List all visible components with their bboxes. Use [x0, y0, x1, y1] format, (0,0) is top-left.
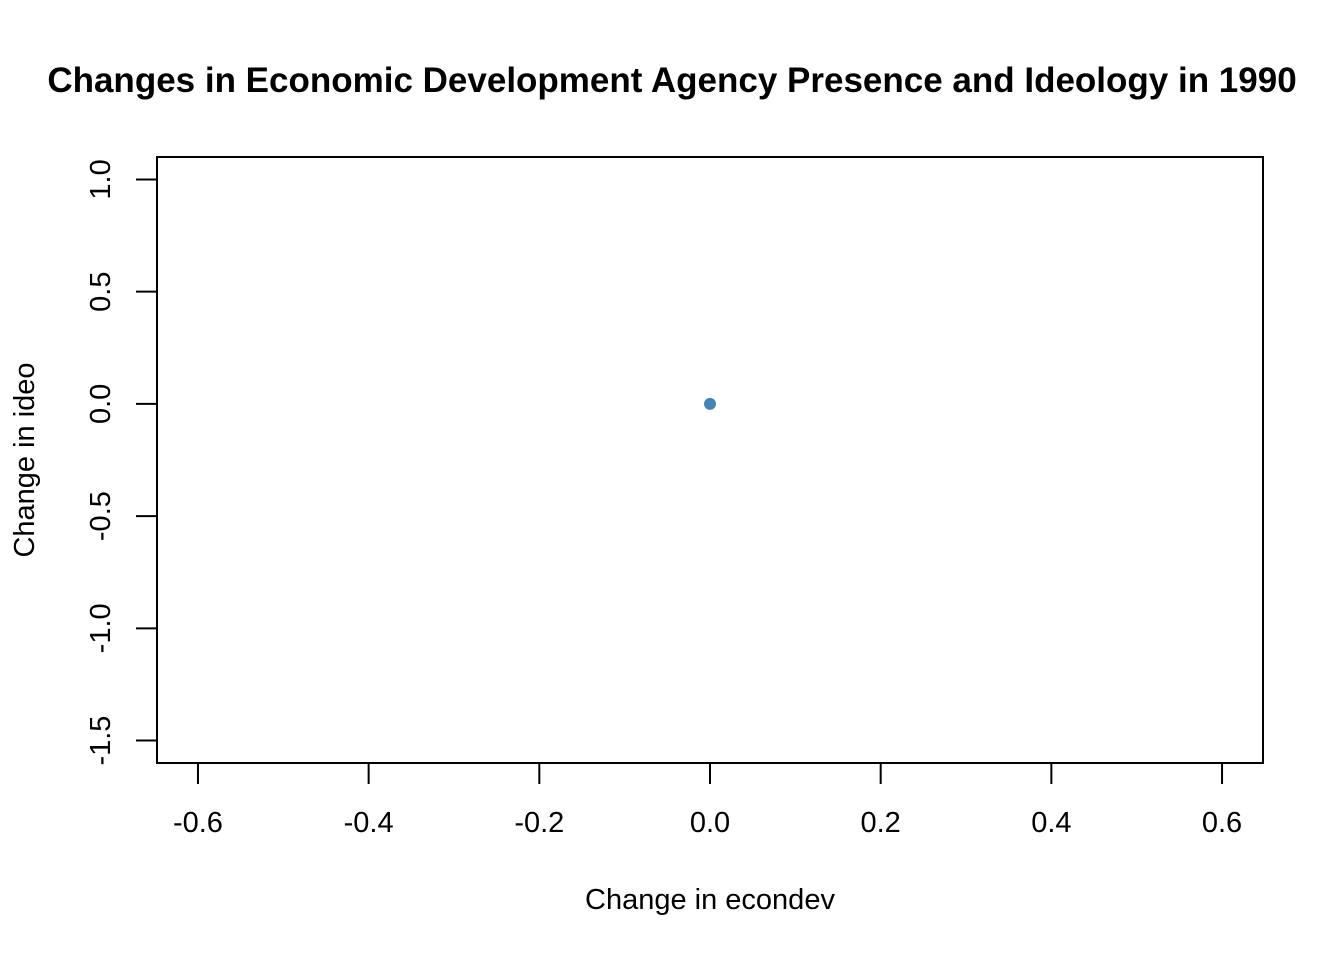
- x-axis-label: Change in econdev: [585, 884, 835, 916]
- x-tick-label: 0.6: [1202, 807, 1242, 839]
- x-tick-label: 0.0: [690, 807, 730, 839]
- plot-frame: [156, 156, 1264, 764]
- y-tick-label: 0.0: [85, 384, 117, 424]
- data-points: [704, 397, 716, 410]
- x-tick-label: -0.6: [173, 807, 223, 839]
- y-tick-label: 0.5: [85, 272, 117, 312]
- y-tick-label: -1.0: [85, 603, 117, 653]
- data-point: [704, 397, 716, 410]
- y-axis: -1.5 -1.0 -0.5 0.0 0.5 1.0: [85, 159, 158, 766]
- x-tick-label: -0.4: [344, 807, 394, 839]
- y-axis-label: Change in ideo: [9, 362, 41, 557]
- x-tick-label: -0.2: [514, 807, 564, 839]
- x-tick-label: 0.2: [861, 807, 901, 839]
- x-axis: -0.6 -0.4 -0.2 0.0 0.2 0.4 0.6: [173, 762, 1242, 839]
- chart-title: Changes in Economic Development Agency P…: [47, 61, 1296, 100]
- y-tick-label: -1.5: [85, 716, 117, 766]
- x-tick-label: 0.4: [1031, 807, 1071, 839]
- y-tick-label: -0.5: [85, 491, 117, 541]
- y-tick-label: 1.0: [85, 159, 117, 199]
